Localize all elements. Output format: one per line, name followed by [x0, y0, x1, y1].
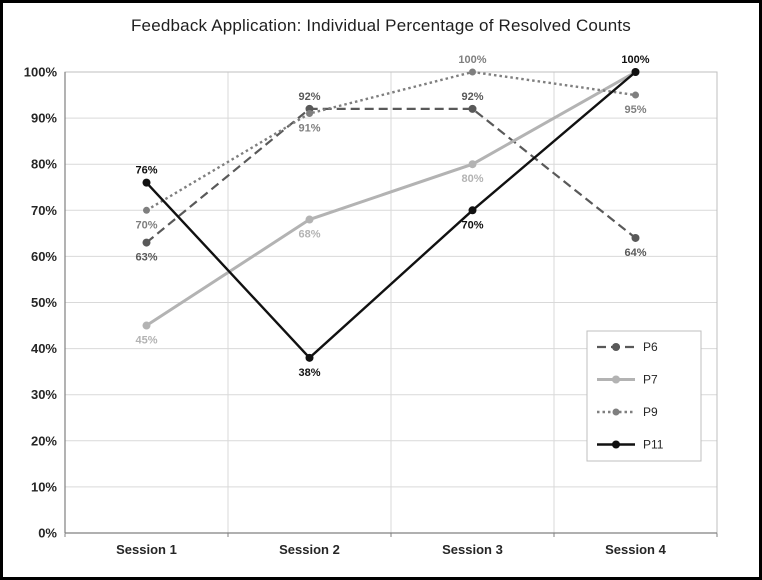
x-axis-category-label: Session 4	[605, 542, 666, 557]
legend-marker-P6	[612, 343, 620, 351]
data-label-P6: 92%	[298, 91, 320, 103]
data-label-P11: 70%	[461, 219, 483, 231]
data-label-P6: 64%	[624, 247, 646, 259]
data-label-P11: 100%	[621, 54, 649, 66]
chart-title: Feedback Application: Individual Percent…	[130, 16, 632, 35]
data-label-P7: 45%	[135, 335, 157, 347]
y-axis-tick-label: 80%	[31, 157, 57, 172]
data-point-P11	[468, 206, 477, 215]
data-label-P9: 100%	[458, 54, 486, 66]
data-point-P9	[143, 206, 150, 214]
legend-marker-P11	[612, 440, 620, 449]
x-axis-category-label: Session 3	[442, 542, 503, 557]
y-axis-tick-label: 100%	[24, 65, 58, 80]
y-axis-tick-label: 30%	[31, 387, 57, 402]
series-line-P7	[145, 70, 637, 327]
y-axis-tick-label: 90%	[31, 111, 57, 126]
data-label-P9: 70%	[135, 219, 157, 231]
data-point-P9	[469, 68, 476, 76]
y-axis-tick-label: 40%	[31, 341, 57, 356]
y-axis-tick-label: 50%	[31, 295, 57, 310]
legend-marker-P9	[612, 408, 620, 416]
data-point-P9	[632, 91, 639, 99]
series-line-P11	[145, 71, 637, 360]
data-point-P11	[305, 353, 314, 362]
y-axis-tick-label: 10%	[31, 479, 57, 494]
y-axis-tick-label: 0%	[38, 526, 57, 541]
data-point-P7	[468, 160, 477, 169]
legend-marker-P7	[612, 375, 620, 384]
data-point-P6	[142, 238, 151, 247]
data-label-P11: 76%	[135, 165, 157, 177]
legend-label-P6: P6	[643, 340, 658, 354]
data-label-P6: 63%	[135, 252, 157, 264]
series-line-P9	[145, 70, 636, 212]
y-axis-tick-label: 20%	[31, 433, 57, 448]
x-axis-category-label: Session 1	[116, 542, 177, 557]
data-point-P11	[631, 68, 640, 76]
data-label-P7: 80%	[461, 173, 483, 185]
data-label-P6: 92%	[461, 91, 483, 103]
data-label-P9: 91%	[298, 122, 320, 134]
y-axis-tick-label: 60%	[31, 249, 57, 264]
y-axis-tick-label: 70%	[31, 203, 57, 218]
data-point-P7	[305, 215, 314, 224]
legend-label-P7: P7	[643, 373, 658, 387]
series-line-P6	[145, 107, 637, 244]
data-point-P11	[142, 178, 151, 187]
x-axis-category-label: Session 2	[279, 542, 340, 557]
data-point-P6	[631, 233, 640, 242]
data-point-P7	[142, 321, 151, 330]
data-label-P9: 95%	[624, 104, 646, 116]
data-label-P7: 68%	[298, 229, 320, 241]
data-point-P6	[468, 104, 477, 113]
legend-label-P9: P9	[643, 405, 658, 419]
data-point-P9	[306, 109, 313, 117]
legend-box	[586, 330, 702, 462]
line-chart: 0% 10% 20% 30% 40% 50% 60% 70% 80% 90% 100% Session…	[24, 54, 718, 557]
legend-label-P11: P11	[643, 438, 664, 452]
data-label-P11: 38%	[298, 367, 320, 379]
